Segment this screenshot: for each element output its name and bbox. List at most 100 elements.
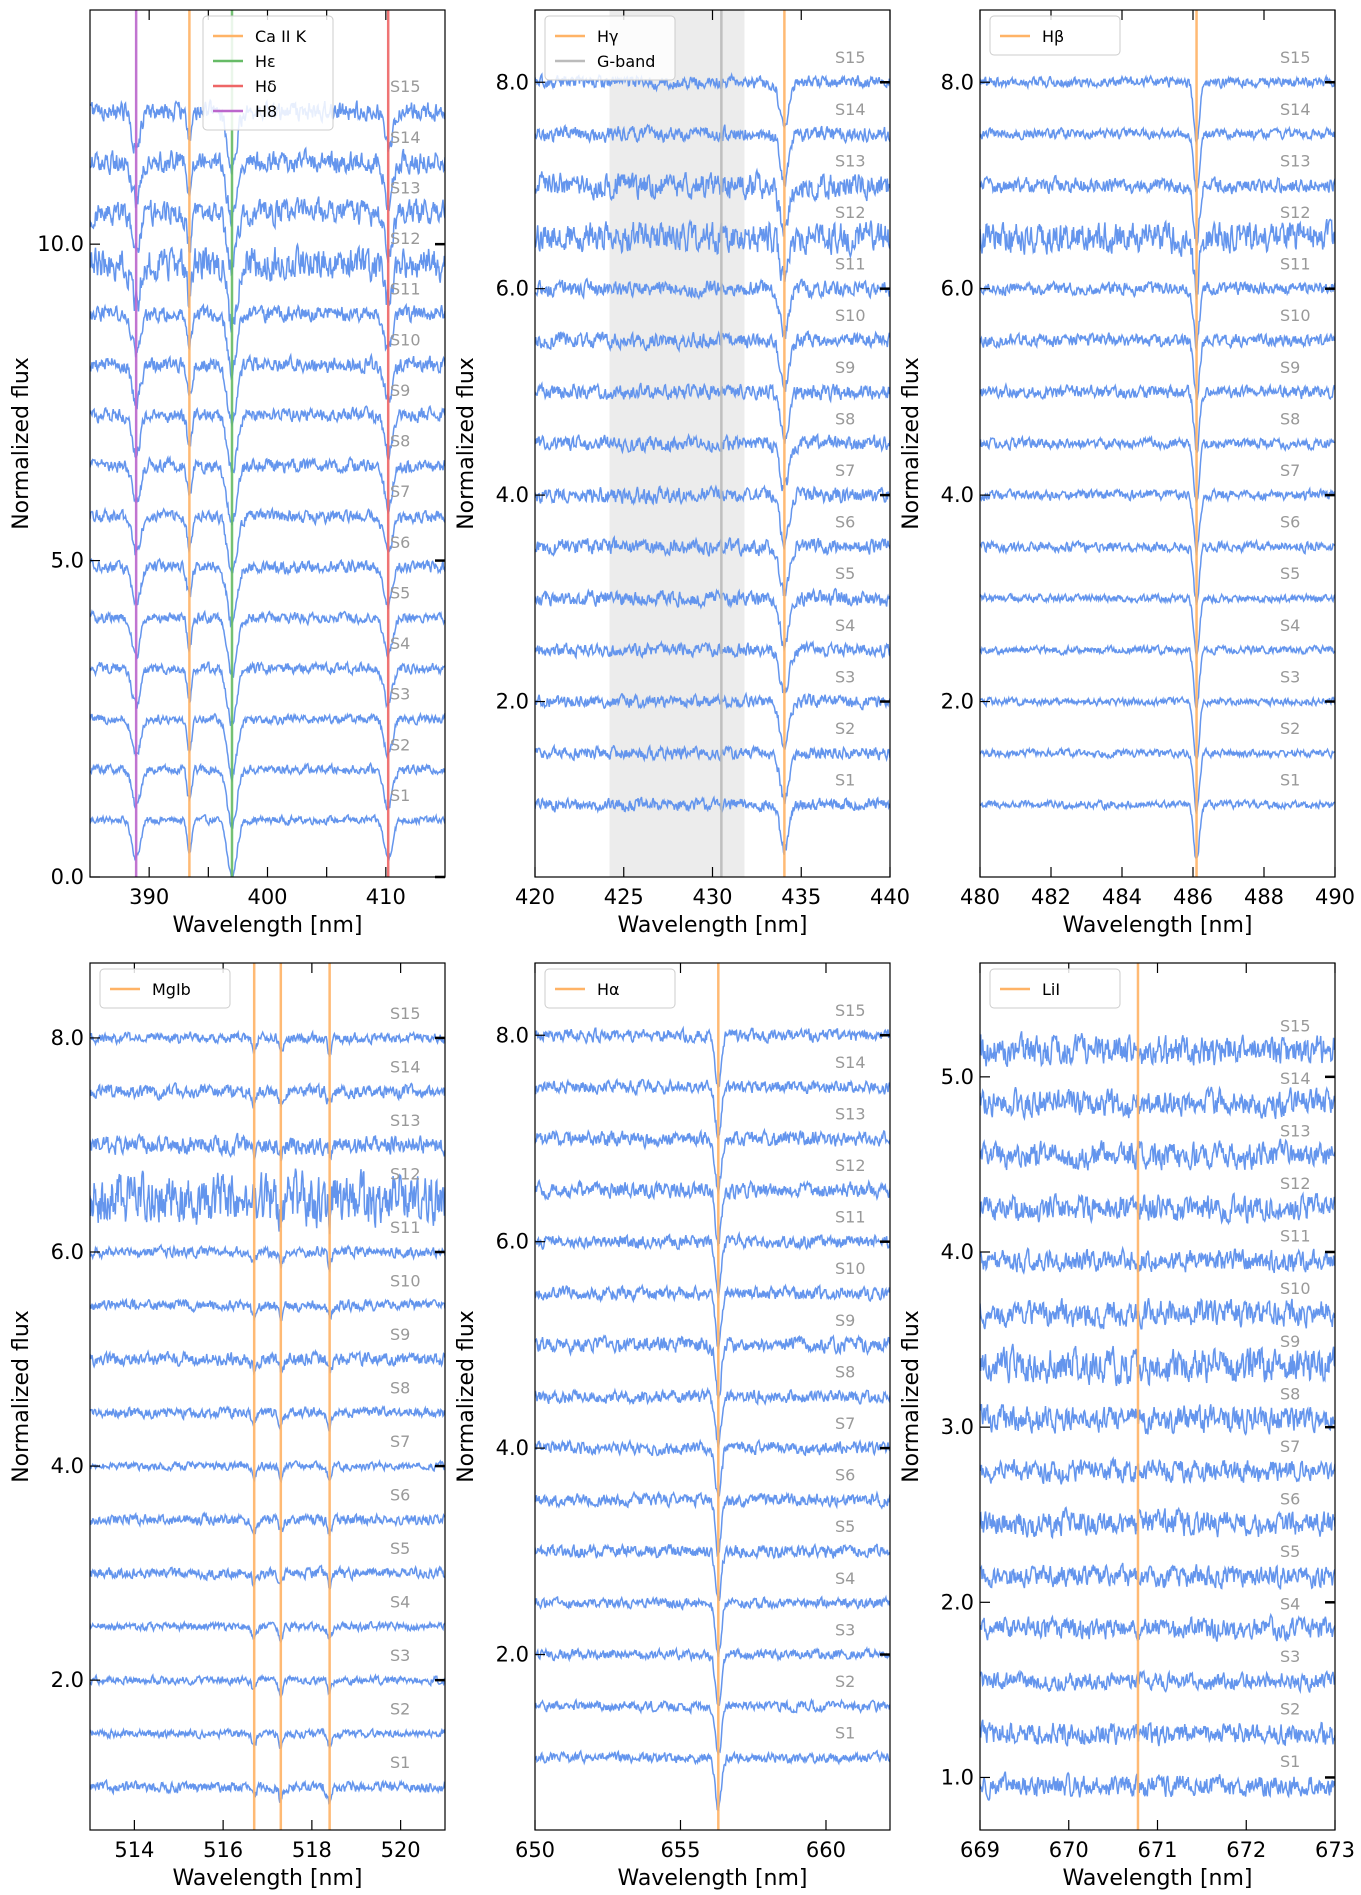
- spectrum-line-S3: [90, 711, 445, 783]
- spectrum-label: S14: [835, 1053, 866, 1072]
- spectrum-line-S11: [535, 277, 890, 340]
- x-tick-label: 440: [870, 885, 910, 909]
- spectrum-label: S3: [835, 1620, 855, 1639]
- x-tick-label: 516: [203, 1838, 243, 1862]
- x-tick-label: 669: [960, 1838, 1000, 1862]
- legend-box: [989, 15, 1121, 56]
- y-axis-label: Normalized flux: [899, 1310, 924, 1483]
- legend-label: Hε: [255, 52, 276, 71]
- legend: Hγ G-band: [544, 15, 676, 81]
- x-tick-label: 671: [1137, 1838, 1177, 1862]
- spectrum-line-S11: [980, 1245, 1335, 1275]
- spectrum-label: S12: [835, 203, 866, 222]
- spectrum-label: S7: [390, 1432, 410, 1451]
- spectrum-line-S7: [535, 1438, 890, 1500]
- chart-panel-1: S1 S2 S3 S4 S5 S6 S7 S8 S9 S10 S11 S12 S13 S14 S15 390 4…: [9, 9, 446, 938]
- spectrum-line-S1: [90, 1778, 445, 1805]
- spectrum-line-S13: [980, 1138, 1335, 1171]
- spectrum-label: S13: [390, 178, 421, 197]
- spectrum-line-S2: [535, 1697, 890, 1756]
- x-axis-label: Wavelength [nm]: [617, 913, 807, 938]
- spectrum-line-S7: [90, 506, 445, 574]
- spectrum-label: S9: [390, 381, 410, 400]
- spectrum-label: S1: [1280, 771, 1300, 790]
- spectrum-label: S14: [390, 1057, 421, 1076]
- y-tick-label: 8.0: [496, 70, 529, 94]
- x-tick-label: 430: [692, 885, 732, 909]
- spectrum-line-S5: [90, 609, 445, 678]
- x-tick-label: 390: [129, 885, 169, 909]
- spectrum-label: S5: [1280, 564, 1300, 583]
- spectrum-line-S9: [90, 404, 445, 474]
- spectrum-line-S1: [980, 798, 1335, 859]
- spectrum-line-S4: [90, 660, 445, 727]
- spectrum-label: S2: [835, 1672, 855, 1691]
- spectrum-label: S8: [390, 432, 410, 451]
- spectrum-line-S3: [535, 691, 890, 750]
- spectrum-label: S10: [1280, 1279, 1311, 1298]
- spectrum-line-S3: [980, 1669, 1335, 1695]
- legend: Ca II K Hε Hδ H8: [202, 15, 334, 131]
- spectrum-line-S9: [90, 1348, 445, 1376]
- legend-label: MgIb: [152, 980, 191, 999]
- y-axis-label: Normalized flux: [9, 357, 34, 530]
- y-tick-label: 3.0: [941, 1415, 974, 1439]
- spectrum-line-S12: [980, 1191, 1335, 1226]
- chart-panel-3: S1 S2 S3 S4 S5 S6 S7 S8 S9 S10 S11 S12 S13 S14 S15 480 4…: [899, 9, 1355, 938]
- spectrum-label: S2: [1280, 1700, 1300, 1719]
- spectrum-label: S1: [1280, 1752, 1300, 1771]
- x-tick-label: 482: [1031, 885, 1071, 909]
- spectrum-line-S15: [980, 1031, 1335, 1068]
- spectrum-label: S12: [835, 1156, 866, 1175]
- legend-box: [544, 15, 676, 81]
- spectrum-line-S12: [90, 1168, 445, 1235]
- spectrum-label: S9: [1280, 1332, 1300, 1351]
- spectrum-line-S4: [90, 1620, 445, 1644]
- x-tick-label: 400: [247, 885, 287, 909]
- y-tick-label: 2.0: [941, 1590, 974, 1614]
- legend-box: [544, 968, 676, 1009]
- x-tick-label: 520: [381, 1838, 421, 1862]
- spectrum-line-S10: [90, 1297, 445, 1322]
- spectrum-line-S8: [980, 1403, 1335, 1436]
- spectrum-line-S12: [535, 1178, 890, 1246]
- x-tick-label: 486: [1173, 885, 1213, 909]
- spectrum-line-S15: [980, 73, 1335, 146]
- spectrum-line-S7: [980, 486, 1335, 556]
- spectrum-label: S11: [390, 1218, 421, 1237]
- spectrum-label: S12: [1280, 1174, 1311, 1193]
- spectrum-line-S6: [535, 1490, 890, 1558]
- spectrum-label: S14: [835, 100, 866, 119]
- spectrum-label: S14: [1280, 100, 1311, 119]
- spectrum-line-S3: [535, 1646, 890, 1707]
- x-tick-label: 420: [515, 885, 555, 909]
- spectrum-line-S12: [980, 218, 1335, 300]
- spectrum-label: S1: [390, 1753, 410, 1772]
- x-tick-label: 518: [292, 1838, 332, 1862]
- spectrum-line-S3: [90, 1673, 445, 1699]
- y-tick-label: 4.0: [941, 1240, 974, 1264]
- spectrum-label: S11: [835, 1208, 866, 1227]
- y-tick-label: 6.0: [941, 277, 974, 301]
- spectrum-label: S5: [835, 1517, 855, 1536]
- legend-label: H8: [255, 102, 277, 121]
- spectrum-line-S3: [980, 695, 1335, 760]
- spectrum-line-S10: [535, 330, 890, 392]
- spectrum-line-S6: [535, 535, 890, 597]
- y-tick-label: 2.0: [496, 1643, 529, 1667]
- legend-label: Hα: [597, 980, 620, 999]
- spectrum-line-S2: [90, 1727, 445, 1750]
- spectrum-line-S8: [535, 1386, 890, 1450]
- x-tick-label: 650: [515, 1838, 555, 1862]
- spectrum-label: S10: [1280, 306, 1311, 325]
- spectrum-line-S14: [980, 125, 1335, 193]
- spectrum-line-S13: [90, 1132, 445, 1162]
- spectrum-label: S9: [390, 1325, 410, 1344]
- spectrum-line-S14: [535, 1077, 890, 1140]
- spectrum-line-S15: [535, 72, 890, 129]
- spectrum-label: S3: [390, 685, 410, 704]
- x-tick-label: 660: [806, 1838, 846, 1862]
- spectrum-label: S13: [390, 1111, 421, 1130]
- spectrum-label: S4: [390, 634, 410, 653]
- spectrum-line-S5: [90, 1564, 445, 1590]
